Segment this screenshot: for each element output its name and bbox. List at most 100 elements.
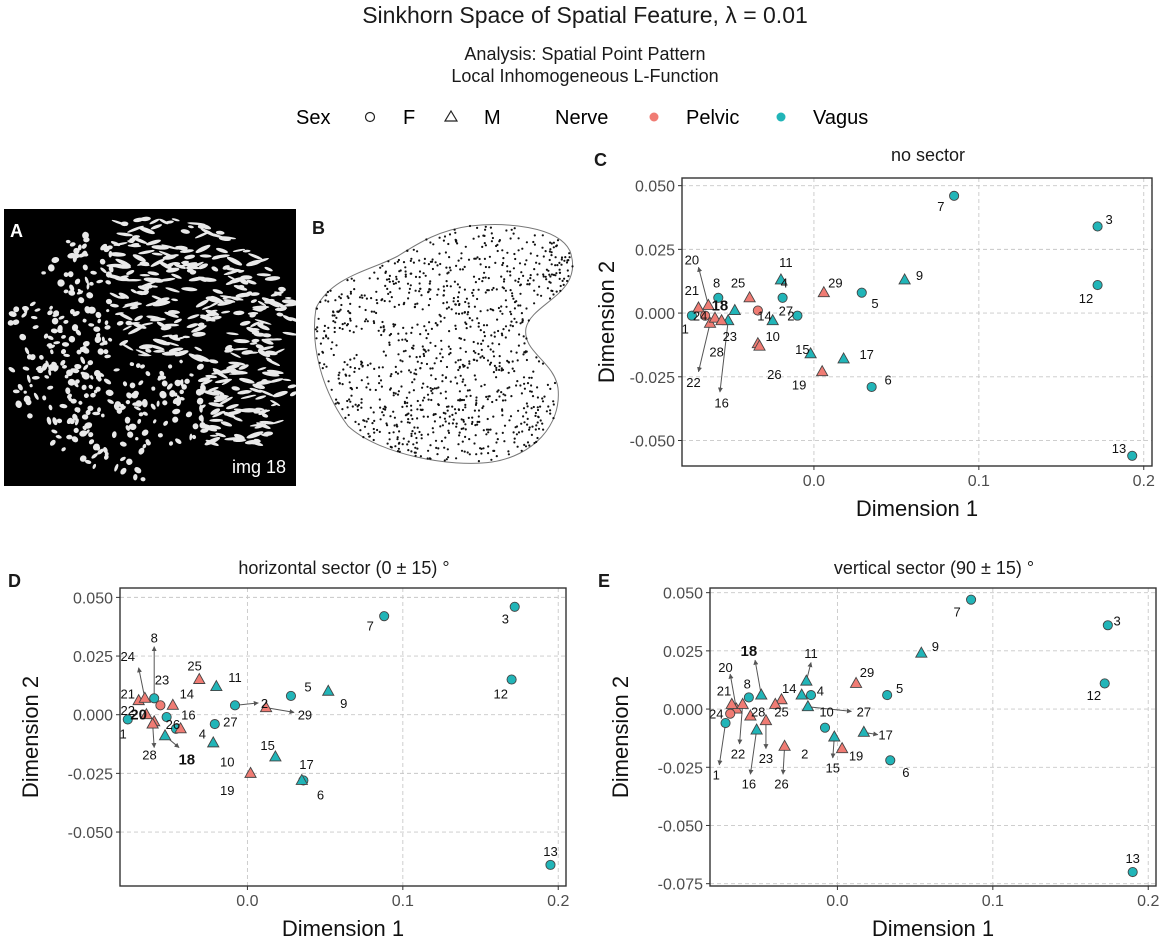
pattern-point	[477, 460, 480, 463]
fiber-shape	[90, 270, 97, 275]
pattern-point	[515, 425, 519, 428]
pattern-point	[554, 264, 557, 267]
data-point-9	[898, 273, 911, 285]
point-label-20: 20	[685, 253, 699, 268]
fiber-shape	[212, 410, 225, 418]
pattern-point	[440, 348, 443, 351]
fiber-shape	[187, 314, 200, 320]
fiber-shape	[184, 254, 196, 260]
fiber-shape	[198, 277, 217, 282]
pattern-point	[429, 387, 432, 390]
fiber-shape	[27, 413, 33, 419]
fiber-shape	[270, 300, 288, 309]
pattern-point	[523, 351, 526, 354]
pattern-point	[464, 423, 467, 426]
pattern-point	[388, 278, 391, 281]
pattern-point	[462, 378, 465, 381]
fiber-shape	[175, 438, 182, 444]
fiber-shape	[65, 239, 71, 244]
pattern-point	[511, 360, 514, 363]
pattern-point	[498, 355, 501, 358]
pattern-point	[338, 295, 341, 298]
pattern-point	[402, 303, 405, 306]
point-label-27: 27	[223, 715, 237, 730]
pattern-point	[406, 443, 409, 446]
fiber-shape	[157, 433, 163, 438]
pattern-point	[523, 421, 526, 424]
pattern-point	[356, 408, 359, 411]
pattern-point	[392, 394, 395, 397]
pattern-point	[415, 373, 418, 376]
pattern-point	[532, 405, 535, 409]
pattern-point	[373, 321, 376, 325]
point-label-8: 8	[744, 676, 751, 691]
pattern-point	[335, 316, 338, 319]
fiber-shape	[173, 318, 182, 324]
fiber-shape	[222, 411, 236, 418]
fiber-shape	[274, 291, 282, 296]
pattern-point	[532, 279, 535, 282]
pattern-point	[481, 406, 484, 410]
point-label-15: 15	[795, 342, 809, 357]
pattern-point	[438, 273, 441, 276]
pattern-point	[474, 424, 477, 427]
fiber-shape	[166, 341, 179, 347]
pattern-point	[363, 294, 366, 297]
data-point-9	[914, 646, 928, 658]
pattern-point	[315, 307, 318, 310]
pattern-point	[429, 367, 432, 370]
pattern-point	[535, 424, 538, 427]
pattern-point	[397, 390, 400, 393]
fiber-shape	[85, 409, 91, 416]
pattern-point	[416, 360, 419, 363]
pattern-point	[495, 288, 498, 291]
fiber-shape	[195, 299, 209, 308]
pattern-point	[484, 244, 487, 247]
fiber-shape	[151, 386, 156, 391]
pattern-point	[409, 284, 412, 287]
fiber-shape	[65, 387, 71, 395]
pattern-point	[474, 281, 477, 284]
pattern-point	[361, 365, 364, 368]
pattern-point	[541, 422, 544, 425]
pattern-point	[461, 312, 464, 315]
fiber-shape	[78, 400, 83, 405]
pattern-point	[360, 379, 363, 382]
panel-c-letter: C	[594, 150, 607, 170]
pattern-point	[404, 266, 407, 269]
pattern-point	[457, 359, 460, 362]
pattern-point	[525, 402, 528, 405]
pattern-point	[526, 279, 530, 282]
fiber-shape	[248, 253, 263, 260]
panel-e-letter: E	[598, 571, 611, 591]
fiber-shape	[283, 302, 296, 307]
pattern-point	[468, 362, 471, 365]
pattern-point	[460, 449, 464, 452]
pattern-point	[349, 292, 352, 295]
pattern-point	[397, 442, 400, 445]
pattern-point	[441, 424, 444, 427]
fiber-shape	[131, 392, 139, 399]
pattern-point	[434, 261, 437, 264]
pattern-point	[458, 286, 461, 289]
pattern-point	[408, 287, 411, 290]
fiber-shape	[29, 301, 36, 307]
pattern-point	[385, 278, 389, 281]
pattern-point	[526, 405, 529, 408]
fiber-shape	[213, 396, 228, 402]
pattern-point	[467, 311, 470, 314]
pattern-point	[488, 266, 491, 269]
pattern-point	[541, 246, 544, 249]
pattern-point	[479, 310, 482, 313]
pattern-point	[353, 288, 356, 291]
data-point-23	[155, 700, 166, 711]
fiber-shape	[29, 354, 36, 361]
pattern-point	[519, 384, 522, 387]
pattern-point	[429, 457, 432, 460]
fiber-shape	[71, 436, 79, 443]
point-pattern-plot	[313, 224, 574, 464]
fiber-shape	[171, 254, 179, 257]
pattern-point	[434, 413, 437, 416]
fiber-shape	[80, 356, 86, 365]
pattern-point	[487, 428, 490, 431]
